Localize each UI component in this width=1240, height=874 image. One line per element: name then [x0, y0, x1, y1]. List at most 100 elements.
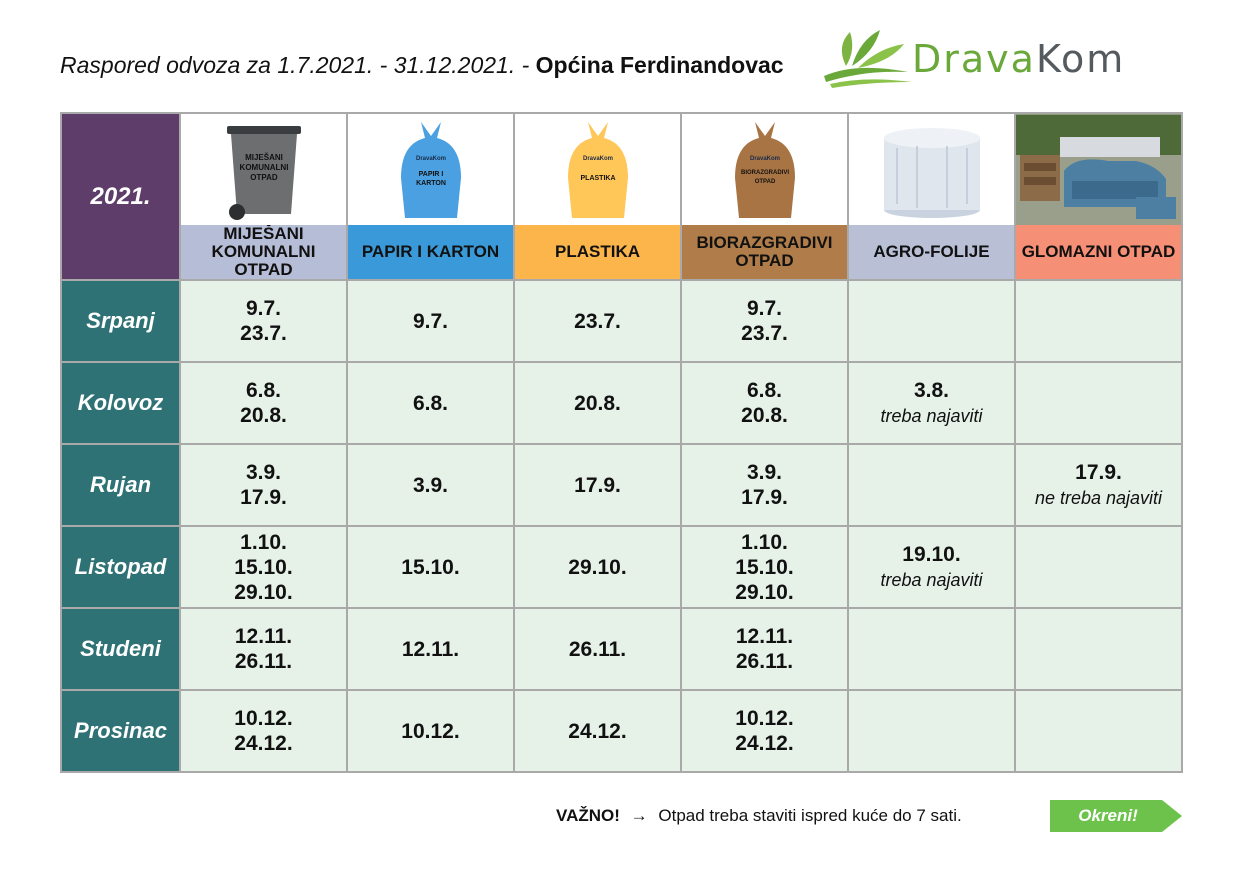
image-row: 2021. MIJEŠANI KOMUNALNI OTPAD DravaKom …: [60, 112, 1183, 281]
date-cell: 12.11. 26.11.: [179, 607, 348, 691]
category-image-bio: DravaKom BIORAZGRADIVI OTPAD: [680, 112, 849, 225]
date-cell: 10.12.: [346, 689, 515, 773]
pickup-date: 15.10.: [234, 555, 293, 579]
pickup-date: 6.8.: [412, 391, 449, 415]
date-cell: 1.10. 15.10. 29.10.: [680, 525, 849, 609]
important-note: VAŽNO! → Otpad treba staviti ispred kuće…: [556, 804, 962, 828]
pickup-date: 17.9.: [574, 473, 621, 497]
date-cell: [1014, 689, 1183, 773]
pickup-date: 10.12.: [234, 707, 293, 730]
date-cell: 20.8.: [513, 361, 682, 445]
svg-text:PAPIR I: PAPIR I: [418, 171, 443, 178]
pickup-date: 9.7.: [245, 297, 282, 320]
date-cell: 24.12.: [513, 689, 682, 773]
pickup-date: 12.11.: [735, 625, 794, 648]
date-cell: 26.11.: [513, 607, 682, 691]
date-cell: 12.11. 26.11.: [680, 607, 849, 691]
date-cell: 3.9. 17.9.: [680, 443, 849, 527]
pickup-date: 24.12.: [234, 732, 293, 755]
month-cell: Prosinac: [60, 689, 181, 773]
pickup-date: 3.9.: [746, 461, 783, 484]
category-label-line: BIORAZGRADIVI: [696, 233, 833, 252]
pickup-date: 6.8.: [746, 379, 783, 402]
grey-bin-icon: MIJEŠANI KOMUNALNI OTPAD: [226, 125, 301, 220]
category-label-line: PAPIR I KARTON: [361, 242, 500, 261]
date-cell: 6.8.: [346, 361, 515, 445]
pickup-date: 20.8.: [574, 391, 621, 415]
pickup-date: 17.9.: [1075, 460, 1122, 484]
category-image-bulky: [1014, 112, 1183, 225]
month-cell: Srpanj: [60, 279, 181, 363]
table-row: Kolovoz 6.8. 20.8. 6.8. 20.8. 6.8. 20.8. 3.8. tr…: [60, 361, 1183, 445]
brown-bag-icon: DravaKom BIORAZGRADIVI OTPAD: [734, 121, 795, 218]
month-cell: Kolovoz: [60, 361, 181, 445]
svg-text:KOMUNALNI: KOMUNALNI: [239, 163, 288, 172]
svg-text:MIJEŠANI: MIJEŠANI: [245, 153, 283, 162]
turn-page-button[interactable]: Okreni!: [1050, 800, 1182, 832]
date-cell: 6.8. 20.8.: [680, 361, 849, 445]
bulky-furniture-icon: [1016, 114, 1181, 225]
category-label-line: MIJEŠANI: [223, 224, 304, 243]
category-image-plastic: DravaKom PLASTIKA: [513, 112, 682, 225]
pickup-date: 29.10.: [234, 580, 293, 604]
important-label: VAŽNO!: [556, 806, 620, 825]
year-cell: 2021.: [60, 112, 181, 281]
month-cell: Rujan: [60, 443, 181, 527]
turn-page-label: Okreni!: [1078, 806, 1138, 825]
svg-text:BIORAZGRADIVI: BIORAZGRADIVI: [741, 170, 789, 176]
important-text: Otpad treba staviti ispred kuće do 7 sat…: [658, 806, 962, 825]
yellow-bag-icon: DravaKom PLASTIKA: [567, 121, 628, 218]
date-cell: [1014, 607, 1183, 691]
pickup-date: 20.8.: [741, 404, 788, 427]
date-cell: 12.11.: [346, 607, 515, 691]
pickup-note: ne treba najaviti: [1034, 487, 1163, 508]
blue-bag-icon: DravaKom PAPIR I KARTON: [400, 121, 461, 218]
date-cell: [847, 279, 1016, 363]
date-cell: [847, 689, 1016, 773]
pickup-date: 12.11.: [234, 625, 293, 648]
date-cell: 10.12. 24.12.: [179, 689, 348, 773]
pickup-date: 26.11.: [568, 637, 627, 661]
pickup-date: 3.9.: [245, 461, 282, 484]
pickup-date: 3.8.: [913, 378, 950, 402]
svg-text:KARTON: KARTON: [416, 180, 446, 187]
page-title: Raspored odvoza za 1.7.2021. - 31.12.202…: [60, 50, 784, 80]
category-bulky: GLOMAZNI OTPAD: [1014, 225, 1183, 281]
silage-bale-icon: [883, 127, 980, 218]
date-cell: 29.10.: [513, 525, 682, 609]
pickup-date: 26.11.: [735, 650, 794, 673]
pickup-date: 17.9.: [240, 486, 287, 509]
pickup-date: 9.7.: [412, 309, 449, 333]
svg-text:DravaKom: DravaKom: [749, 156, 779, 162]
pickup-date: 24.12.: [568, 719, 627, 743]
date-cell: 3.8. treba najaviti: [847, 361, 1016, 445]
category-agro-foil: AGRO-FOLIJE: [847, 225, 1016, 281]
table-row: Listopad 1.10. 15.10. 29.10. 15.10. 29.10. 1.1…: [60, 525, 1183, 609]
svg-text:DravaKom: DravaKom: [582, 156, 612, 162]
pickup-date: 23.7.: [741, 322, 788, 345]
collection-schedule-table: 2021. MIJEŠANI KOMUNALNI OTPAD DravaKom …: [60, 112, 1183, 773]
pickup-date: 24.12.: [735, 732, 794, 755]
pickup-date: 15.10.: [401, 555, 460, 579]
svg-text:OTPAD: OTPAD: [250, 173, 278, 182]
date-cell: 1.10. 15.10. 29.10.: [179, 525, 348, 609]
pickup-date: 26.11.: [234, 650, 293, 673]
date-cell: [1014, 525, 1183, 609]
date-cell: 19.10. treba najaviti: [847, 525, 1016, 609]
table-row: Srpanj 9.7. 23.7. 9.7. 23.7. 9.7. 23.7.: [60, 279, 1183, 363]
pickup-date: 10.12.: [401, 719, 460, 743]
date-cell: 10.12. 24.12.: [680, 689, 849, 773]
title-municipality: Općina Ferdinandovac: [535, 52, 784, 78]
category-label-line: GLOMAZNI OTPAD: [1021, 242, 1176, 261]
category-label-line: OTPAD: [735, 251, 794, 270]
table-row: Studeni 12.11. 26.11. 12.11. 26.11. 12.11. 26.…: [60, 607, 1183, 691]
category-image-paper: DravaKom PAPIR I KARTON: [346, 112, 515, 225]
schedule-body: Srpanj 9.7. 23.7. 9.7. 23.7. 9.7. 23.7. Kolovoz…: [60, 279, 1183, 773]
pickup-date: 23.7.: [240, 322, 287, 345]
pickup-note: treba najaviti: [880, 405, 983, 426]
date-cell: 9.7. 23.7.: [179, 279, 348, 363]
date-cell: [847, 607, 1016, 691]
category-paper: PAPIR I KARTON: [346, 225, 515, 281]
title-period: Raspored odvoza za 1.7.2021. - 31.12.202…: [60, 52, 530, 78]
logo-wordmark: DravaKom: [912, 36, 1125, 82]
